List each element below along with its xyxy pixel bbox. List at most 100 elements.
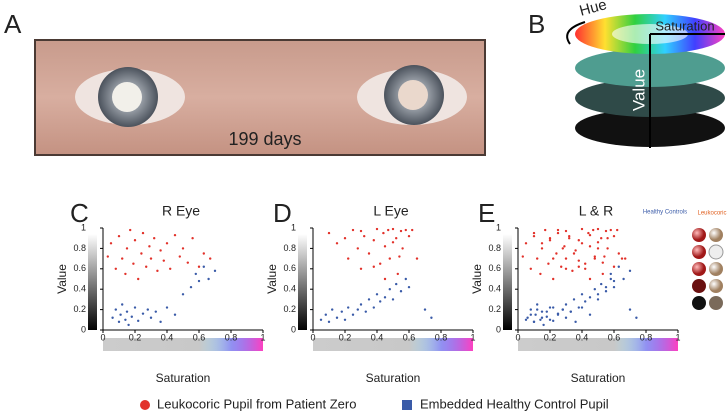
point <box>145 265 148 268</box>
x-tick-label: 0.2 <box>129 332 142 342</box>
point <box>561 247 564 250</box>
point <box>379 300 382 303</box>
point <box>580 227 584 231</box>
point <box>191 237 194 240</box>
y-tick-label: 0.8 <box>73 243 86 253</box>
point <box>529 308 532 311</box>
point <box>169 267 172 270</box>
pupil <box>112 82 142 112</box>
point <box>404 277 407 281</box>
y-axis-label: Value <box>265 264 279 294</box>
saturation-label: Saturation <box>655 18 714 33</box>
y-axis-label: Value <box>55 264 69 294</box>
point <box>415 257 419 260</box>
x-tick-label: 0.8 <box>435 332 448 342</box>
point <box>596 227 600 231</box>
point <box>596 298 600 301</box>
point <box>600 282 603 286</box>
point <box>593 257 596 260</box>
point <box>124 318 127 321</box>
point <box>391 241 395 244</box>
x-tick-label: 0.8 <box>225 332 238 342</box>
x-tick-label: 0.4 <box>576 332 589 342</box>
point <box>529 267 532 270</box>
point <box>540 242 544 245</box>
point <box>544 228 547 232</box>
swatches <box>692 228 724 310</box>
point <box>129 228 132 232</box>
point <box>622 277 625 281</box>
point <box>430 316 433 319</box>
x-axis-label: Saturation <box>156 371 211 385</box>
point <box>588 313 592 316</box>
point <box>106 255 110 258</box>
point <box>593 288 596 291</box>
point <box>372 239 375 242</box>
point <box>351 228 355 232</box>
x-tick-label: 0.8 <box>640 332 653 342</box>
point <box>542 323 545 327</box>
panel-label: C <box>70 198 89 228</box>
point <box>596 247 600 250</box>
point <box>532 231 536 235</box>
point <box>213 269 217 273</box>
point <box>383 296 387 299</box>
point <box>149 316 153 319</box>
point <box>382 231 385 235</box>
x-tick-label: 0.4 <box>371 332 384 342</box>
x-tick-label: 0.6 <box>403 332 416 342</box>
point <box>635 316 638 319</box>
point <box>609 228 612 232</box>
point <box>572 298 576 301</box>
x-tick-label: 0.6 <box>193 332 206 342</box>
y-tick-label: 0 <box>496 324 501 334</box>
point <box>588 245 592 248</box>
point <box>356 247 359 250</box>
point <box>173 233 177 237</box>
point <box>548 237 552 240</box>
swatch-label: Healthy Controls <box>643 210 687 216</box>
point <box>364 310 367 313</box>
point <box>564 303 568 306</box>
point <box>539 318 542 321</box>
point <box>580 293 584 296</box>
point <box>319 318 323 321</box>
point <box>564 267 568 270</box>
point <box>587 231 590 235</box>
point <box>577 239 580 242</box>
y-tick-label: 0.2 <box>488 304 501 314</box>
point <box>612 285 616 289</box>
point <box>401 247 404 250</box>
point <box>367 252 371 255</box>
x-tick-label: 0 <box>100 332 105 342</box>
point <box>117 320 121 324</box>
y-tick-label: 0.4 <box>283 284 296 294</box>
x-tick-label: 0.4 <box>161 332 174 342</box>
point <box>343 318 347 321</box>
point <box>521 255 524 258</box>
point <box>388 257 391 260</box>
point <box>539 272 542 276</box>
point <box>331 308 334 311</box>
point <box>617 252 620 255</box>
x-tick-label: 0.6 <box>608 332 621 342</box>
y-axis-label: Value <box>470 264 484 294</box>
point <box>571 269 574 273</box>
point <box>596 241 600 244</box>
point <box>327 320 331 324</box>
panel-label: A <box>4 9 22 39</box>
y-tick-label: 0.6 <box>488 263 501 273</box>
saturation-colorbar-fade <box>313 338 473 351</box>
point <box>540 316 544 319</box>
point <box>375 293 379 296</box>
point <box>146 308 149 311</box>
point <box>335 242 339 245</box>
point <box>572 252 576 255</box>
point <box>577 306 580 309</box>
point <box>568 237 571 240</box>
panel-label: D <box>273 198 292 228</box>
point <box>197 279 201 283</box>
point <box>165 306 169 309</box>
point <box>536 308 539 311</box>
point <box>149 257 153 260</box>
